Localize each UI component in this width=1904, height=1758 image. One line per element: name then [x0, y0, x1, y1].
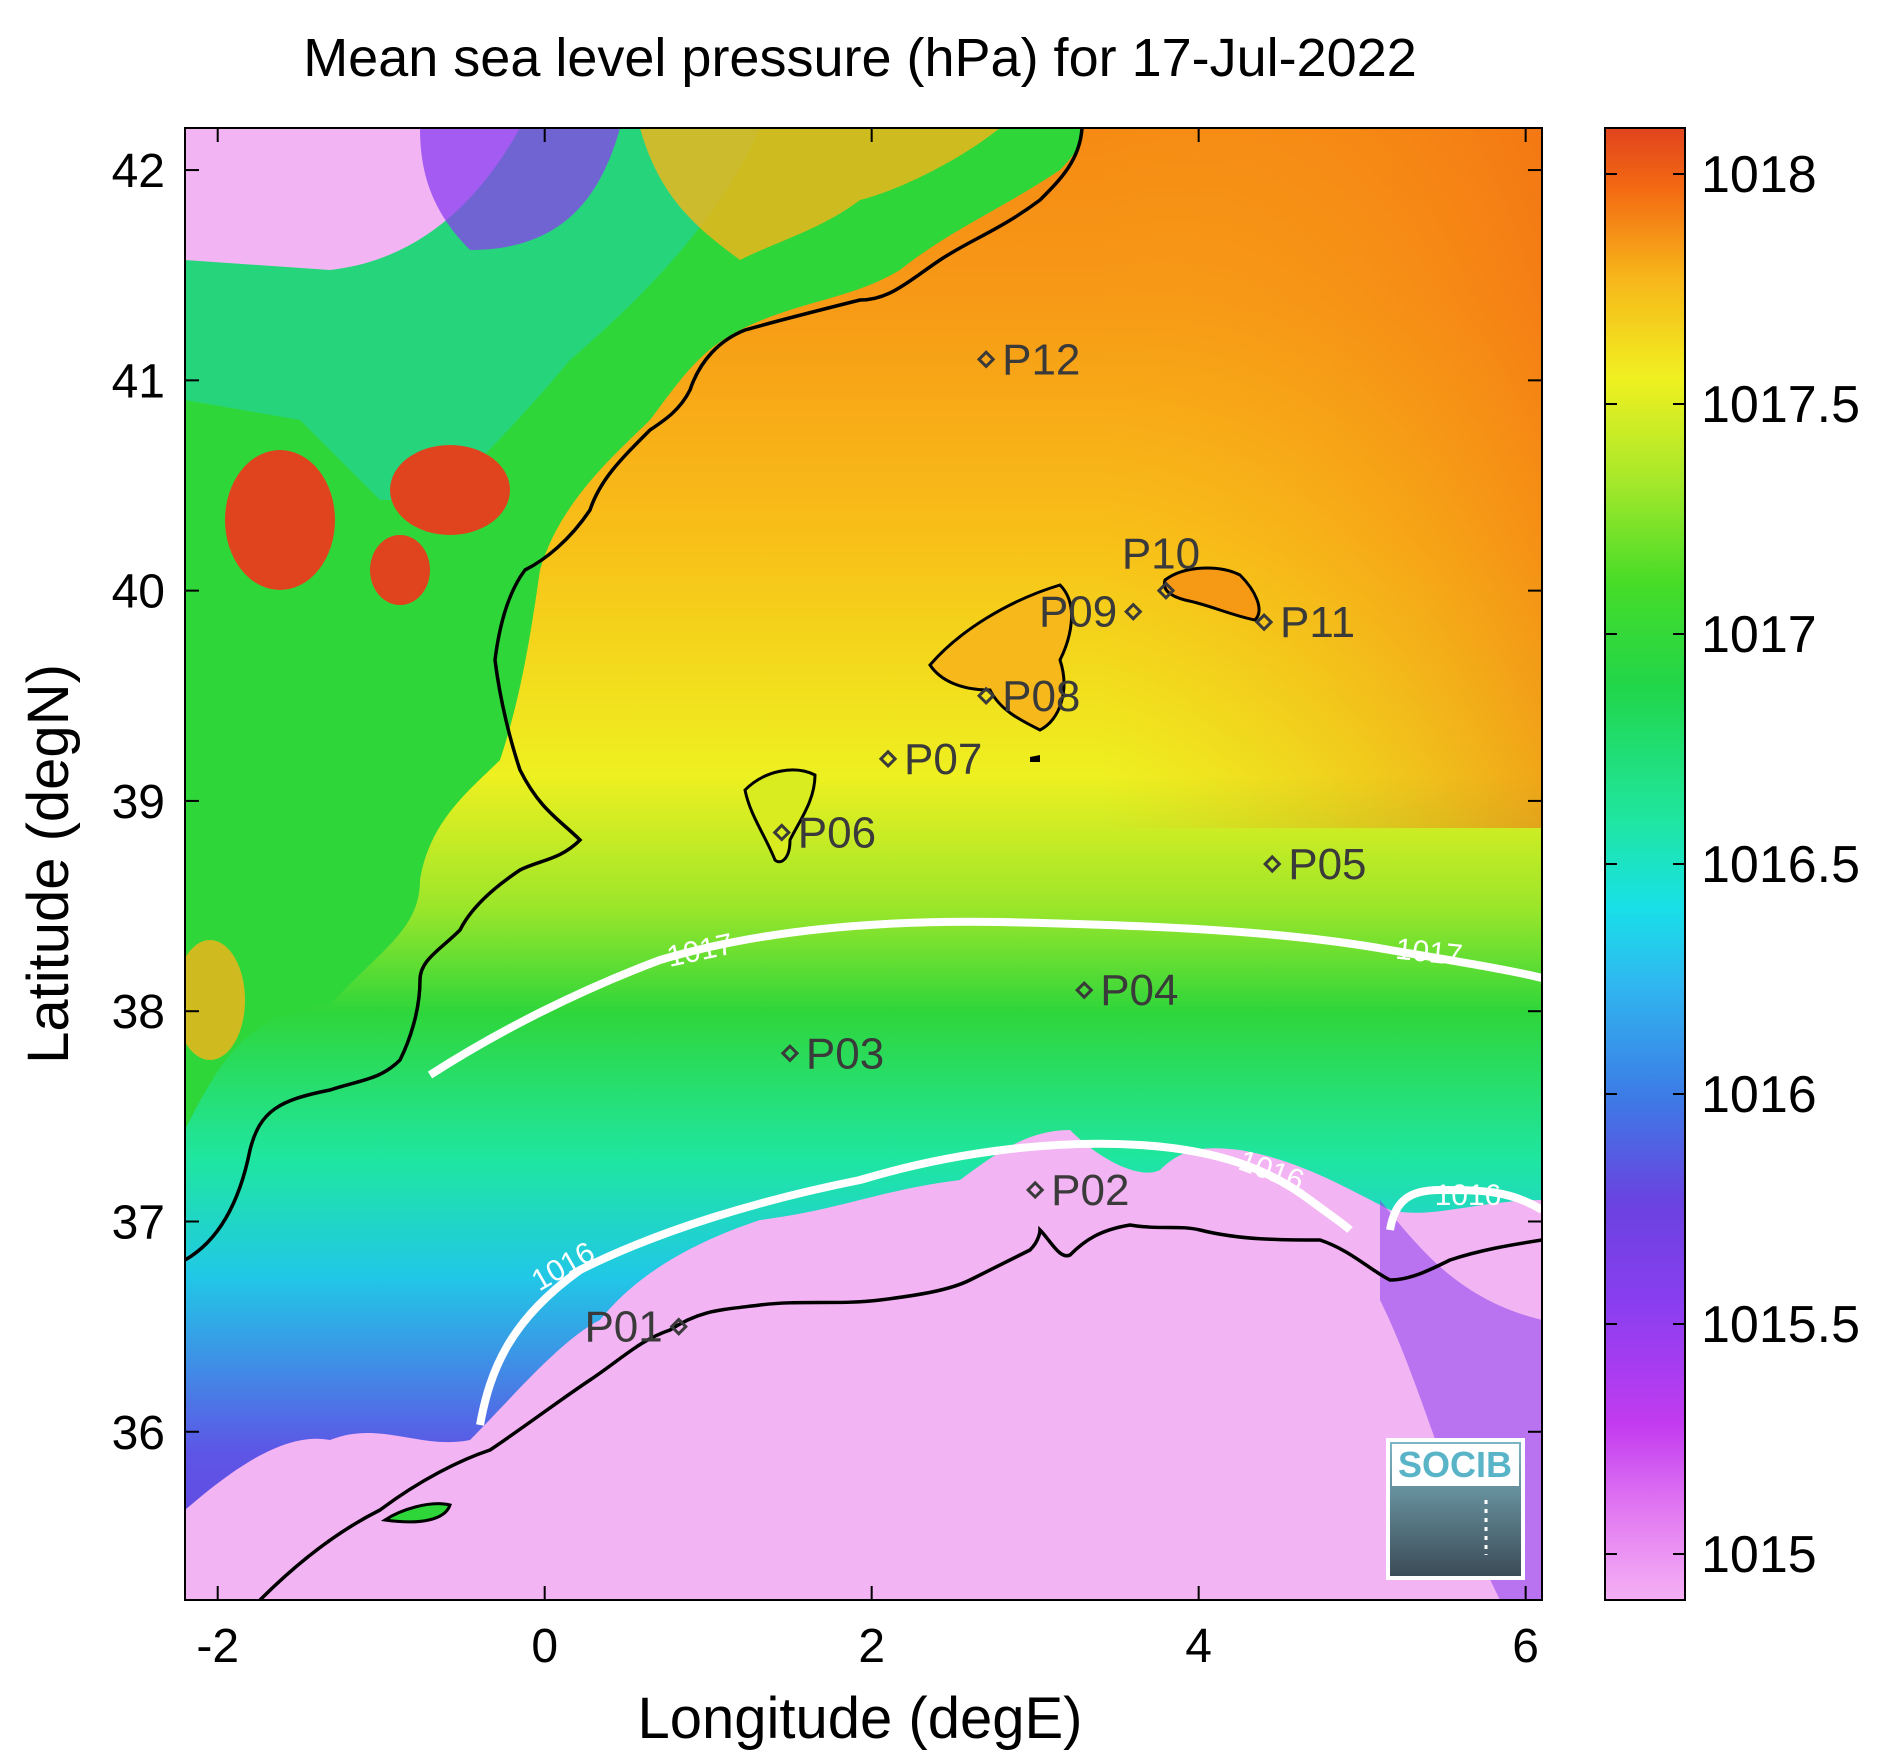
station-label: P03	[806, 1029, 884, 1078]
colorbar-tick-label: 1016	[1701, 1066, 1817, 1124]
station-label: P01	[584, 1303, 662, 1352]
chart-title: Mean sea level pressure (hPa) for 17-Jul…	[303, 28, 1417, 88]
socib-logo: SOCIB	[1386, 1438, 1525, 1580]
station-label: P06	[798, 808, 876, 857]
menorca-island	[1162, 566, 1261, 622]
station-marker	[1263, 854, 1282, 874]
colorbar-tick-label: 1015.5	[1701, 1296, 1860, 1354]
x-axis-label: Longitude (degE)	[638, 1686, 1083, 1751]
station-label: P08	[1002, 672, 1080, 721]
contour-label-1016-east: 1016	[1435, 1179, 1502, 1212]
y-axis-ticks: 36 37 38 39 40 41 42	[112, 145, 1542, 1460]
station-marker	[1025, 1180, 1045, 1200]
africa-coastline	[258, 1223, 1542, 1600]
y-tick-label: 41	[112, 355, 165, 408]
station-marker	[1075, 980, 1094, 1000]
station-marker	[1254, 612, 1274, 632]
inland-high-4	[185, 940, 245, 1060]
isobar-1016-east	[1386, 1185, 1542, 1231]
station-marker	[1156, 581, 1176, 600]
station-label: P12	[1002, 335, 1080, 384]
africa-low-pressure	[600, 1270, 760, 1600]
station-label: P09	[1039, 588, 1117, 637]
y-tick-label: 36	[112, 1407, 165, 1460]
x-tick-label: 2	[858, 1620, 885, 1673]
iberia-coastal-high	[640, 128, 1000, 260]
colorbar-tick-label: 1018	[1701, 146, 1817, 204]
station-marker	[669, 1317, 688, 1336]
x-axis-ticks: -2 0 2 4 6	[196, 128, 1539, 1673]
station-marker	[780, 1044, 800, 1063]
station-label: P07	[904, 735, 982, 784]
colorbar-tick-label: 1017.5	[1701, 376, 1860, 434]
station-marker	[878, 749, 898, 769]
cabrera-island	[1030, 755, 1040, 762]
iberia-coastline	[185, 128, 1084, 1262]
station-label: P02	[1051, 1166, 1129, 1215]
colorbar-ticks: 1015 1015.5 1016 1016.5 1017 1017.5 1018	[1605, 146, 1860, 1584]
x-tick-label: 4	[1185, 1620, 1212, 1673]
y-axis-label: Latitude (degN)	[16, 664, 81, 1064]
eastern-high-pressure	[1100, 128, 1542, 828]
isobar-1017	[427, 917, 1542, 1079]
north-africa-land	[185, 1130, 1542, 1600]
y-tick-label: 39	[112, 776, 165, 829]
y-tick-label: 37	[112, 1196, 165, 1249]
y-tick-label: 38	[112, 986, 165, 1039]
inland-high-1	[225, 450, 335, 590]
colorbar-tick-label: 1016.5	[1701, 836, 1860, 894]
station-label: P05	[1288, 840, 1366, 889]
y-tick-label: 40	[112, 566, 165, 619]
map-area: 1017 1017 1016 1016 1016 P01P02P03P04P05…	[185, 128, 1542, 1600]
y-tick-label: 42	[112, 145, 165, 198]
station-label: P11	[1280, 598, 1355, 647]
x-tick-label: -2	[196, 1620, 239, 1673]
inland-high-2	[390, 445, 510, 535]
ibiza-island	[743, 768, 817, 864]
station-label: P10	[1122, 530, 1200, 579]
isobar-1016	[476, 1139, 1353, 1426]
station-marker	[976, 686, 996, 705]
plot-frame	[184, 127, 1543, 1601]
x-tick-label: 6	[1512, 1620, 1539, 1673]
colorbar-tick-label: 1015	[1701, 1526, 1817, 1584]
colorbar-tick-label: 1017	[1701, 606, 1817, 664]
inland-high-3	[370, 535, 430, 605]
iberia-low-pressure-2	[420, 128, 620, 250]
station-marker	[1124, 602, 1143, 621]
logo-header	[1392, 1444, 1519, 1486]
contour-label-1017-east: 1017	[1394, 933, 1464, 973]
alboran-island	[380, 1502, 452, 1524]
station-marker	[976, 350, 996, 369]
logo-text: SOCIB	[1398, 1444, 1512, 1485]
station-label: P04	[1100, 966, 1178, 1015]
mallorca-island	[928, 583, 1074, 732]
station-marker	[772, 823, 791, 842]
x-tick-label: 0	[531, 1620, 558, 1673]
colorbar	[1604, 127, 1686, 1601]
